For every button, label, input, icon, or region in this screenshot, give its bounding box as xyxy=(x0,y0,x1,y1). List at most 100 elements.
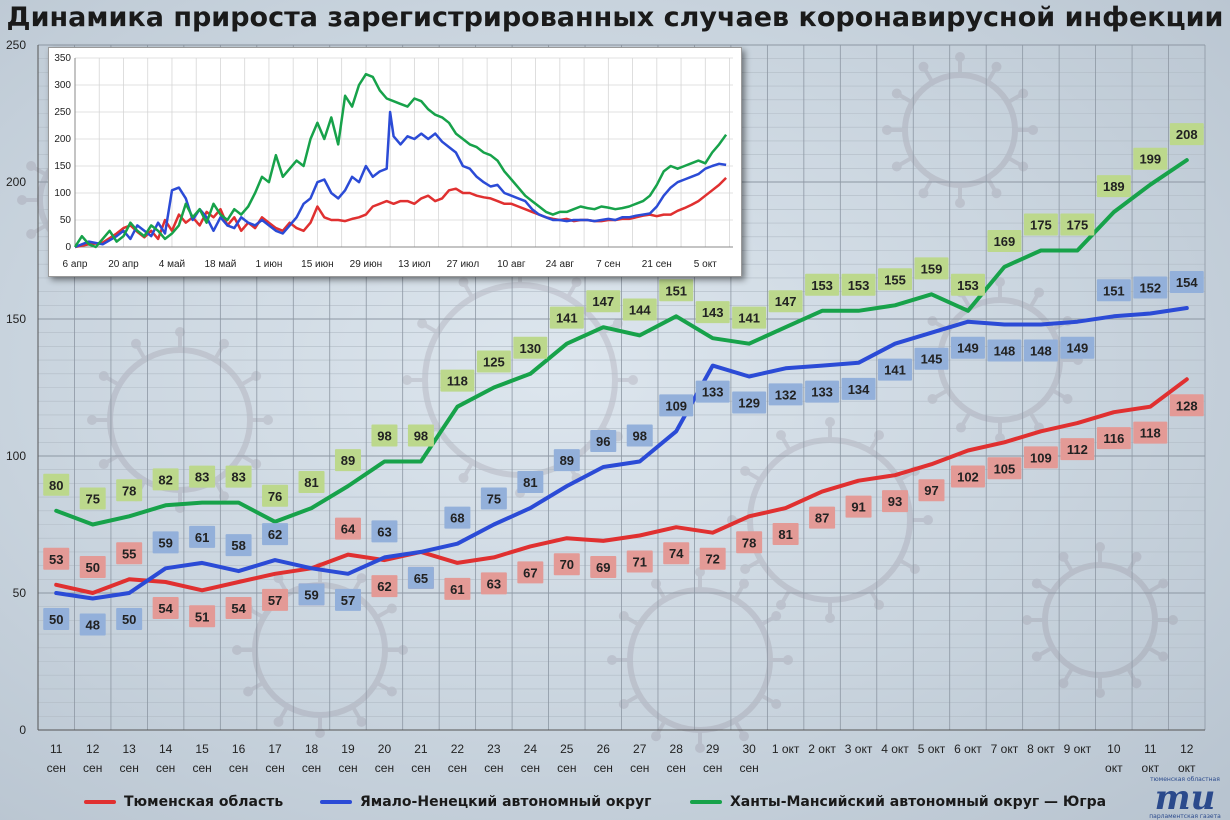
data-label-hmao: 78 xyxy=(122,483,136,498)
data-label-tyumen: 102 xyxy=(957,470,979,485)
data-label-yamal-box xyxy=(914,347,949,370)
x-tick-label: 25 xyxy=(560,742,574,756)
virus-spike-tip xyxy=(1018,88,1029,99)
virus-spike-tip xyxy=(1034,287,1044,298)
data-label-tyumen: 67 xyxy=(523,565,537,580)
data-label-yamal: 98 xyxy=(633,428,647,443)
inset-x-tick-label: 1 июн xyxy=(255,259,282,270)
data-label-yamal-box xyxy=(371,520,398,543)
virus-spike-tip xyxy=(991,188,1002,199)
data-label-hmao-box xyxy=(1060,213,1095,236)
virus-spike-tip xyxy=(740,564,751,574)
data-label-yamal: 58 xyxy=(231,538,245,553)
virus-spike-tip xyxy=(98,371,109,381)
y-tick-label: 0 xyxy=(19,723,26,737)
data-label-yamal: 133 xyxy=(811,385,833,400)
data-label-tyumen-box xyxy=(987,457,1022,480)
x-tick-label: 12 xyxy=(86,742,100,756)
x-tick-label: 9 окт xyxy=(1064,742,1092,756)
inset-x-tick-label: 18 май xyxy=(204,259,236,270)
inset-y-tick-label: 200 xyxy=(54,134,71,145)
data-label-yamal: 141 xyxy=(884,363,906,378)
virus-spike-tip xyxy=(891,161,902,172)
legend-swatch-tyumen xyxy=(84,800,116,804)
data-label-tyumen-box xyxy=(444,577,471,600)
data-label-tyumen: 87 xyxy=(815,511,829,526)
data-label-yamal: 109 xyxy=(665,398,687,413)
virus-spike xyxy=(30,164,48,177)
data-label-hmao: 98 xyxy=(377,428,391,443)
data-label-hmao: 76 xyxy=(268,489,282,504)
data-label-hmao-box xyxy=(841,273,876,296)
series-line-hmao xyxy=(54,158,1189,527)
x-tick-label: 16 xyxy=(232,742,246,756)
inset-x-tick-label: 6 апр xyxy=(63,259,88,270)
data-label-yamal: 148 xyxy=(994,343,1016,358)
data-label-tyumen-box xyxy=(371,575,398,598)
logo-subtitle-bottom: парламентская газета xyxy=(1149,813,1221,820)
data-label-hmao-box xyxy=(768,290,803,313)
data-label-yamal-box xyxy=(987,339,1022,362)
x-tick-label: 5 окт xyxy=(918,742,946,756)
virus-spike xyxy=(931,388,950,401)
data-label-yamal-box xyxy=(79,613,106,636)
data-label-tyumen: 97 xyxy=(924,483,938,498)
x-tick-label: 22 xyxy=(451,742,465,756)
x-tick-label: 6 окт xyxy=(954,742,982,756)
virus-spike xyxy=(744,558,762,571)
data-label-hmao: 98 xyxy=(414,428,428,443)
virus-spike-tip xyxy=(612,318,623,329)
data-label-tyumen: 109 xyxy=(1030,450,1052,465)
virus-spike xyxy=(1146,645,1165,659)
data-label-tyumen: 78 xyxy=(742,535,756,550)
x-tick-label-month: сен xyxy=(47,761,66,775)
data-label-tyumen-box xyxy=(1023,446,1058,469)
virus-spike-tip xyxy=(927,394,938,404)
x-tick-label: 19 xyxy=(341,742,355,756)
data-label-yamal: 149 xyxy=(1067,341,1089,356)
virus-spike xyxy=(1006,91,1025,105)
inset-y-tick-label: 100 xyxy=(54,188,71,199)
x-tick-label: 7 окт xyxy=(991,742,1019,756)
data-label-yamal-box xyxy=(1133,276,1168,299)
data-label-yamal: 132 xyxy=(775,387,797,402)
data-label-tyumen: 71 xyxy=(633,554,647,569)
virus-spike-tip xyxy=(87,415,97,425)
data-label-hmao-box xyxy=(950,273,985,296)
legend-swatch-hmao xyxy=(690,800,722,804)
virus-spike-tip xyxy=(918,188,929,199)
virus-spike-tip xyxy=(1131,678,1142,689)
data-label-hmao: 75 xyxy=(85,492,99,507)
x-tick-label: 21 xyxy=(414,742,428,756)
x-tick-label: 20 xyxy=(378,742,392,756)
virus-spike-tip xyxy=(1095,542,1105,552)
virus-spike-tip xyxy=(386,603,397,614)
virus-spike-tip xyxy=(1158,578,1169,589)
data-label-yamal-box xyxy=(841,377,876,400)
virus-spike xyxy=(350,705,364,723)
data-label-hmao: 159 xyxy=(921,261,943,276)
data-label-tyumen: 54 xyxy=(158,601,173,616)
x-tick-label-month: сен xyxy=(448,761,467,775)
data-label-tyumen-box xyxy=(882,490,909,513)
data-label-yamal-box xyxy=(590,429,617,452)
virus-spike xyxy=(733,719,746,738)
x-tick-label: 8 окт xyxy=(1027,742,1055,756)
y-tick-label: 150 xyxy=(6,312,26,326)
data-label-yamal: 145 xyxy=(921,352,943,367)
virus-spike xyxy=(1028,410,1041,429)
data-label-hmao-box xyxy=(1096,175,1131,198)
virus-spike-tip xyxy=(825,613,835,623)
data-label-hmao-box xyxy=(659,279,694,302)
data-label-yamal-box xyxy=(1060,336,1095,359)
y-tick-label: 250 xyxy=(6,38,26,52)
virus-spike-tip xyxy=(995,433,1005,443)
virus-spike-tip xyxy=(1022,615,1032,625)
virus-spike-tip xyxy=(1058,551,1069,562)
x-tick-label-month: сен xyxy=(265,761,284,775)
virus-spike xyxy=(921,176,935,195)
virus-spike xyxy=(375,606,393,620)
data-label-tyumen: 63 xyxy=(487,576,501,591)
virus-spike-tip xyxy=(356,573,367,584)
data-label-yamal: 59 xyxy=(304,587,318,602)
